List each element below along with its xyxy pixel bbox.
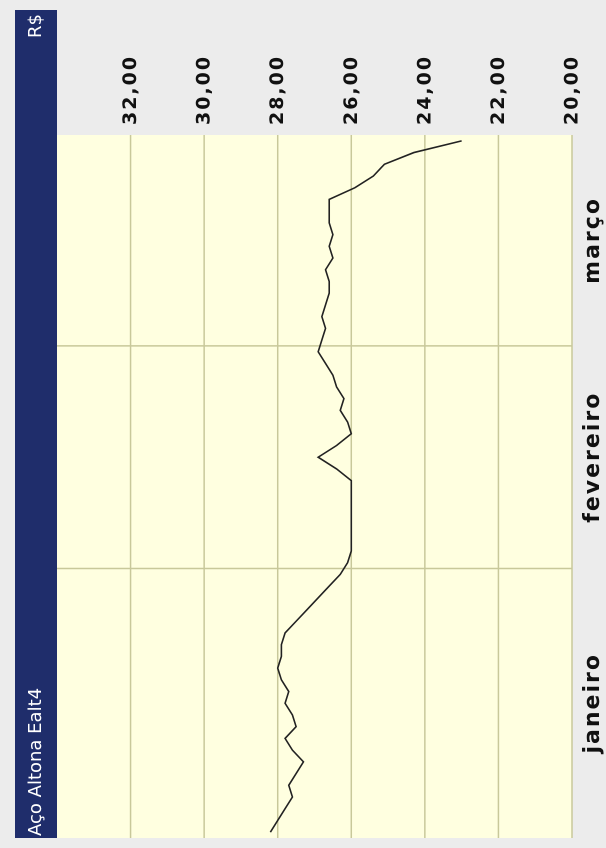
y-tick-label: 20,00 (561, 55, 583, 125)
chart-title: Aço Altona Ealt4 (25, 688, 46, 836)
x-tick-label: março (580, 197, 605, 284)
y-tick-label: 28,00 (266, 55, 288, 125)
plot-area (57, 135, 572, 838)
y-tick-label: 22,00 (487, 55, 509, 125)
price-line (269, 140, 462, 833)
y-tick-label: 30,00 (193, 55, 215, 125)
y-tick-label: 24,00 (413, 55, 435, 125)
x-tick-label: janeiro (580, 653, 605, 754)
axis-unit: R$ (25, 14, 46, 38)
y-tick-label: 26,00 (340, 55, 362, 125)
title-bar (15, 10, 57, 838)
y-tick-label: 32,00 (119, 55, 141, 125)
x-tick-label: fevereiro (580, 392, 605, 523)
